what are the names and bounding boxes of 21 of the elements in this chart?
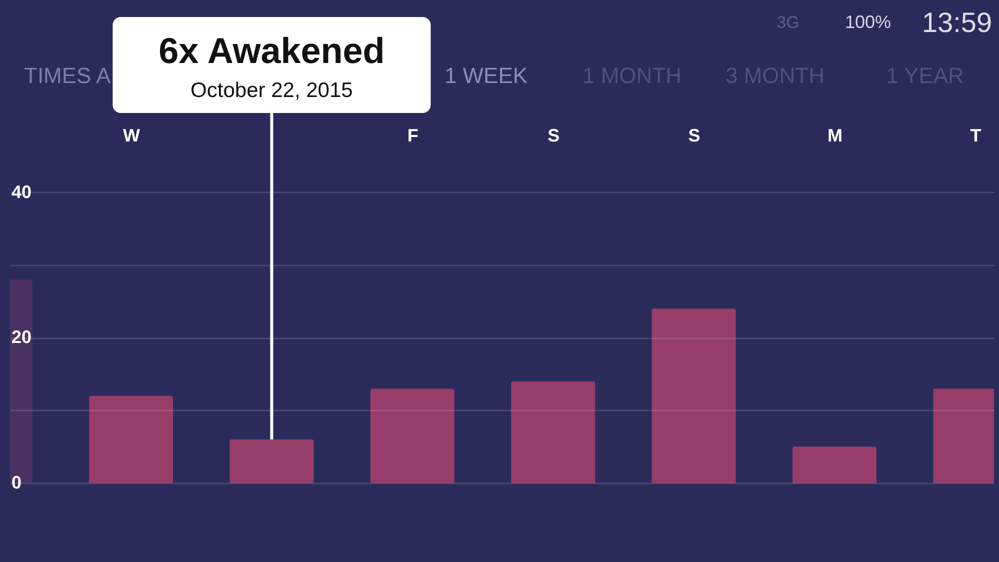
bar	[511, 381, 596, 483]
annotation: TIMES A	[24, 63, 112, 88]
y-tick-label: 0	[12, 472, 22, 492]
bar	[370, 388, 454, 483]
y-tick-label: 40	[12, 182, 32, 202]
x-tick-label: F	[407, 126, 418, 146]
annotation: October 22, 2015	[190, 79, 353, 102]
bar	[652, 308, 736, 483]
y-tick-label: 20	[12, 327, 32, 348]
annotation: 1 WEEK	[444, 63, 528, 88]
bar	[792, 446, 876, 483]
x-tick-label: M	[828, 126, 842, 146]
x-tick-label: S	[688, 126, 700, 146]
bar	[230, 439, 314, 483]
annotation: 13:59	[922, 7, 992, 38]
x-tick-label: T	[970, 126, 982, 146]
x-tick-label: W	[123, 126, 140, 146]
x-tick-label: S	[548, 126, 560, 146]
annotation: 100%	[844, 12, 892, 32]
annotation: 6x Awakened	[158, 30, 385, 71]
bar	[89, 396, 173, 483]
